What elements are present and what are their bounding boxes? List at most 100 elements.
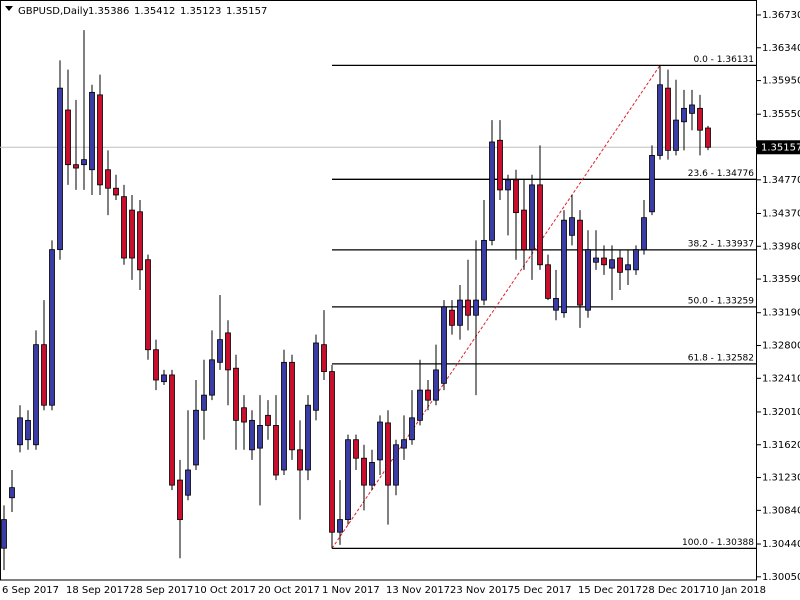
- candle-body: [449, 309, 455, 326]
- candle-body: [497, 139, 503, 191]
- candle-body: [305, 404, 311, 471]
- x-tick-label: 28 Sep 2017: [130, 585, 193, 596]
- plot-frame: [0, 0, 757, 581]
- y-tick-label: 1.32800: [762, 341, 800, 352]
- candle-body: [73, 164, 79, 169]
- candle-body: [177, 479, 183, 521]
- y-tick-label: 1.30440: [762, 539, 800, 550]
- candle-body: [17, 417, 23, 446]
- candle-body: [257, 425, 263, 449]
- fib-level-label: 50.0 - 1.33259: [688, 296, 754, 306]
- y-tick-label: 1.33980: [762, 241, 800, 252]
- candle-body: [657, 84, 663, 156]
- candle-body: [345, 439, 351, 521]
- candle-body: [673, 119, 679, 151]
- y-tick-label: 1.32010: [762, 407, 800, 418]
- fib-level-label: 100.0 - 1.30388: [682, 538, 754, 548]
- candle-body: [417, 389, 423, 421]
- candle-body: [585, 249, 591, 311]
- candle-body: [105, 169, 111, 189]
- candle-body: [193, 409, 199, 466]
- candle-body: [265, 414, 271, 426]
- candle-body: [57, 87, 63, 251]
- candle-body: [553, 298, 559, 311]
- candle-body: [153, 349, 159, 381]
- candle-body: [697, 107, 703, 131]
- header-open: 1.35386: [88, 6, 129, 17]
- fib-level-label: 0.0 - 1.36131: [694, 55, 755, 65]
- candle-body: [185, 469, 191, 496]
- candle-body: [393, 444, 399, 486]
- candle-body: [441, 306, 447, 384]
- y-tick-label: 1.34370: [762, 208, 800, 219]
- candle-body: [9, 487, 15, 499]
- candle-body: [513, 179, 519, 214]
- candle-body: [297, 449, 303, 471]
- x-tick-label: 13 Nov 2017: [386, 585, 450, 596]
- candle-body: [81, 159, 87, 166]
- candle-body: [433, 369, 439, 401]
- candle-body: [321, 344, 327, 372]
- candle-body: [521, 209, 527, 251]
- y-tick-label: 1.33190: [762, 308, 800, 319]
- candle-body: [137, 211, 143, 271]
- y-tick-label: 1.35550: [762, 109, 800, 120]
- y-tick-label: 1.36730: [762, 10, 800, 21]
- fib-level-label: 38.2 - 1.33937: [688, 239, 754, 249]
- candle-body: [145, 259, 151, 351]
- candle-body: [217, 339, 223, 363]
- candle-body: [169, 374, 175, 486]
- candle-body: [609, 259, 615, 269]
- candle-body: [377, 421, 383, 461]
- x-tick-label: 10 Jan 2018: [706, 585, 766, 596]
- candle-body: [665, 87, 671, 151]
- y-tick-label: 1.32410: [762, 373, 800, 384]
- x-tick-label: 18 Sep 2017: [66, 585, 129, 596]
- candle-body: [337, 519, 343, 533]
- candle-body: [249, 419, 255, 451]
- candle-body: [401, 439, 407, 449]
- candle-body: [209, 359, 215, 396]
- y-tick-label: 1.34770: [762, 175, 800, 186]
- candle-body: [97, 94, 103, 186]
- x-tick-label: 6 Sep 2017: [2, 585, 59, 596]
- x-tick-label: 20 Oct 2017: [258, 585, 320, 596]
- y-tick-label: 1.31620: [762, 440, 800, 451]
- fib-level-label: 23.6 - 1.34776: [688, 169, 754, 179]
- candle-body: [113, 187, 119, 196]
- candle-body: [1, 519, 7, 549]
- candle-body: [529, 184, 535, 251]
- candle-body: [289, 361, 295, 451]
- candle-body: [361, 457, 367, 486]
- y-tick-label: 1.30050: [762, 572, 800, 583]
- candle-body: [633, 249, 639, 271]
- fib-level-label: 61.8 - 1.32582: [688, 353, 754, 363]
- candle-body: [505, 179, 511, 191]
- x-tick-label: 23 Nov 2017: [450, 585, 514, 596]
- candle-body: [121, 196, 127, 259]
- candle-body: [561, 219, 567, 314]
- candle-body: [457, 299, 463, 326]
- chart-title: GBPUSD,Daily: [18, 6, 89, 17]
- y-tick-label: 1.35950: [762, 76, 800, 87]
- candle-body: [689, 104, 695, 114]
- candle-body: [681, 107, 687, 123]
- menu-arrow[interactable]: [5, 6, 13, 11]
- x-tick-label: 10 Oct 2017: [194, 585, 256, 596]
- candle-body: [225, 332, 231, 371]
- candle-body: [385, 422, 391, 486]
- candle-body: [41, 344, 47, 406]
- candle-body: [313, 342, 319, 411]
- y-tick-label: 1.30840: [762, 505, 800, 516]
- header-close: 1.35157: [226, 6, 267, 17]
- candle-body: [481, 239, 487, 301]
- candle-body: [409, 417, 415, 441]
- candle-body: [129, 209, 135, 259]
- candle-body: [537, 184, 543, 266]
- candle-body: [625, 264, 631, 271]
- candle-body: [89, 91, 95, 171]
- candle-body: [489, 141, 495, 241]
- candle-body: [425, 389, 431, 401]
